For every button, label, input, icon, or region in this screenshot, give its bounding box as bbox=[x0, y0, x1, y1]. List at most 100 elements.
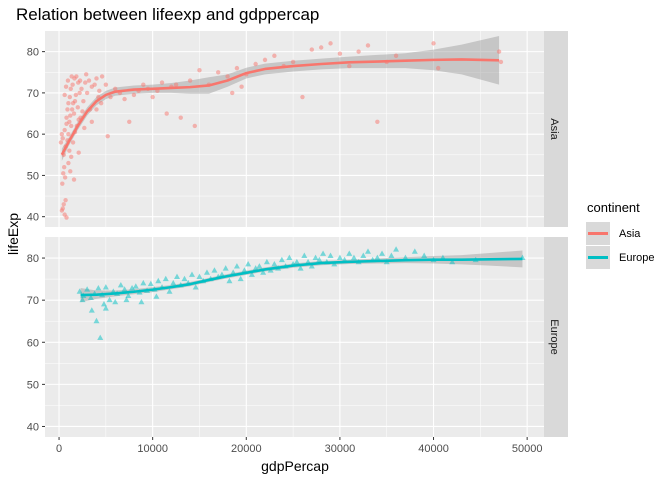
data-point-asia bbox=[62, 127, 67, 133]
data-point-europe bbox=[245, 260, 252, 267]
data-point-asia bbox=[253, 61, 258, 67]
data-point-europe bbox=[106, 296, 113, 303]
data-point-europe bbox=[350, 254, 357, 261]
data-point-asia bbox=[60, 181, 65, 186]
data-point-europe bbox=[79, 296, 86, 303]
data-point-europe bbox=[196, 273, 203, 279]
data-point-asia bbox=[178, 115, 183, 120]
data-point-asia bbox=[192, 123, 197, 129]
data-point-asia bbox=[59, 131, 65, 137]
data-point-asia bbox=[99, 74, 105, 79]
y-axis-asia: 40 50 60 70 80 bbox=[27, 47, 45, 224]
data-point-europe bbox=[267, 267, 274, 273]
data-point-europe bbox=[248, 271, 255, 277]
data-point-europe bbox=[87, 294, 94, 301]
data-point-europe bbox=[88, 307, 95, 313]
data-point-asia bbox=[69, 107, 75, 112]
data-point-asia bbox=[127, 119, 132, 124]
data-point-asia bbox=[66, 101, 71, 106]
chart-title: Relation between lifeexp and gdppercap bbox=[16, 5, 319, 24]
data-point-europe bbox=[162, 275, 169, 282]
data-point-asia bbox=[60, 136, 65, 141]
x-tick-label: 0 bbox=[56, 443, 62, 455]
data-point-europe bbox=[170, 279, 177, 286]
data-point-europe bbox=[312, 254, 319, 261]
y-axis-europe: 40 50 60 70 80 bbox=[27, 253, 45, 433]
data-point-asia bbox=[272, 53, 277, 58]
data-point-europe bbox=[374, 254, 381, 261]
data-point-asia bbox=[159, 80, 165, 85]
data-point-europe bbox=[140, 279, 147, 286]
data-point-asia bbox=[82, 125, 87, 131]
data-point-europe bbox=[102, 305, 109, 311]
data-point-asia bbox=[75, 105, 80, 110]
data-point-asia bbox=[225, 74, 230, 79]
data-point-europe bbox=[222, 265, 229, 271]
data-point-europe bbox=[181, 275, 188, 282]
data-point-europe bbox=[112, 298, 119, 305]
data-point-asia bbox=[496, 49, 502, 54]
data-point-asia bbox=[337, 51, 343, 56]
data-point-europe bbox=[393, 246, 400, 252]
data-point-europe bbox=[155, 277, 162, 284]
data-point-asia bbox=[64, 115, 69, 120]
data-point-asia bbox=[197, 68, 202, 73]
data-point-asia bbox=[150, 94, 155, 100]
data-point-europe bbox=[226, 277, 233, 284]
data-point-asia bbox=[67, 148, 72, 153]
x-axis-title: gdpPercap bbox=[261, 458, 329, 474]
x-tick-label: 50000 bbox=[512, 443, 543, 455]
facet-panel-asia bbox=[45, 31, 544, 227]
data-point-europe bbox=[263, 258, 270, 265]
confidence-band-europe bbox=[80, 250, 523, 303]
strip-background-asia bbox=[544, 31, 568, 227]
data-point-asia bbox=[318, 45, 324, 50]
data-point-asia bbox=[234, 65, 240, 71]
data-point-asia bbox=[70, 140, 76, 145]
data-point-europe bbox=[308, 263, 315, 269]
data-point-asia bbox=[103, 82, 109, 87]
data-point-asia bbox=[498, 59, 504, 65]
data-point-asia bbox=[431, 41, 436, 46]
x-tick-label: 40000 bbox=[418, 443, 449, 455]
data-point-europe bbox=[76, 288, 83, 294]
data-point-asia bbox=[347, 63, 352, 69]
data-point-europe bbox=[286, 254, 293, 261]
strip-label-europe: Europe bbox=[548, 319, 560, 354]
data-point-asia bbox=[187, 78, 193, 83]
data-point-europe bbox=[271, 260, 278, 267]
data-point-europe bbox=[402, 254, 409, 261]
data-point-europe bbox=[138, 298, 145, 305]
data-point-europe bbox=[211, 267, 218, 273]
data-point-europe bbox=[93, 317, 100, 324]
data-point-europe bbox=[233, 263, 240, 269]
data-point-asia bbox=[67, 94, 73, 100]
data-point-europe bbox=[192, 284, 199, 290]
data-point-europe bbox=[278, 256, 285, 263]
data-point-asia bbox=[83, 72, 89, 77]
data-point-europe bbox=[388, 252, 395, 258]
data-point-europe bbox=[301, 252, 308, 258]
data-point-europe bbox=[260, 269, 267, 275]
data-point-europe bbox=[320, 250, 327, 256]
data-point-asia bbox=[79, 86, 84, 91]
data-point-asia bbox=[68, 169, 73, 174]
data-point-europe bbox=[102, 284, 109, 290]
y-axis-title: lifeExp bbox=[5, 213, 21, 255]
data-point-asia bbox=[68, 113, 73, 118]
x-tick-label: 30000 bbox=[325, 443, 356, 455]
facet-panel-europe bbox=[45, 237, 544, 437]
data-point-asia bbox=[393, 53, 399, 58]
data-point-asia bbox=[73, 92, 79, 98]
data-point-asia bbox=[105, 134, 110, 139]
panel-background-asia bbox=[45, 31, 544, 227]
data-point-asia bbox=[84, 90, 90, 96]
data-point-europe bbox=[252, 265, 259, 271]
legend-title: continent bbox=[587, 200, 640, 215]
data-point-asia bbox=[68, 86, 73, 91]
data-point-europe bbox=[256, 263, 263, 269]
data-point-europe bbox=[129, 284, 136, 291]
data-point-europe bbox=[188, 271, 195, 277]
y-tick-label: 40 bbox=[27, 212, 39, 224]
